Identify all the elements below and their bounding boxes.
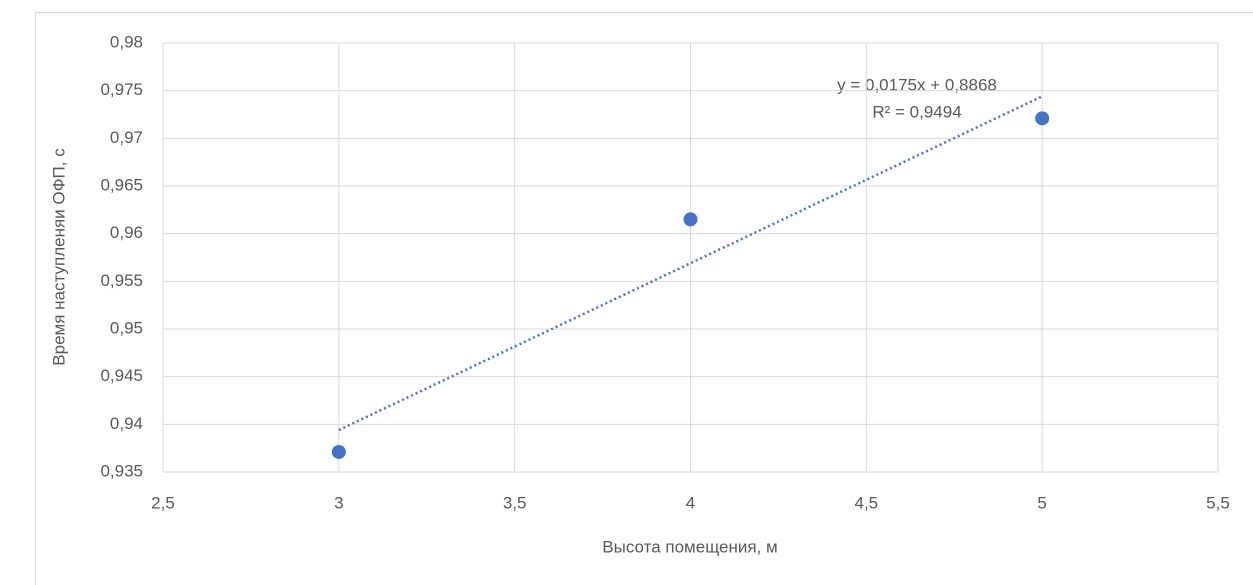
y-tick-label: 0,95 xyxy=(110,318,143,337)
x-tick-label: 3,5 xyxy=(503,493,527,512)
y-axis-title: Время наступленяи ОФП, с xyxy=(49,148,68,366)
y-tick-label: 0,98 xyxy=(110,32,143,51)
x-tick-label: 5,5 xyxy=(1206,493,1230,512)
x-tick-label: 4,5 xyxy=(855,493,879,512)
trendline-r2: R² = 0,9494 xyxy=(872,102,961,121)
x-axis-title: Высота помещения, м xyxy=(602,537,777,556)
y-tick-label: 0,975 xyxy=(100,80,143,99)
x-tick-label: 4 xyxy=(686,493,695,512)
y-tick-label: 0,955 xyxy=(100,271,143,290)
y-tick-label: 0,97 xyxy=(110,128,143,147)
x-tick-label: 2,5 xyxy=(151,493,175,512)
data-point xyxy=(1035,111,1050,126)
x-tick-label: 5 xyxy=(1037,493,1046,512)
y-tick-label: 0,965 xyxy=(100,175,143,194)
y-tick-label: 0,94 xyxy=(110,414,143,433)
trendline-equation: y = 0,0175x + 0,8868 xyxy=(837,75,997,94)
data-point xyxy=(683,212,698,227)
data-point xyxy=(331,444,346,459)
y-tick-label: 0,935 xyxy=(100,461,143,480)
y-tick-label: 0,96 xyxy=(110,223,143,242)
y-tick-label: 0,945 xyxy=(100,366,143,385)
x-tick-label: 3 xyxy=(334,493,343,512)
chart-border xyxy=(35,12,1253,585)
